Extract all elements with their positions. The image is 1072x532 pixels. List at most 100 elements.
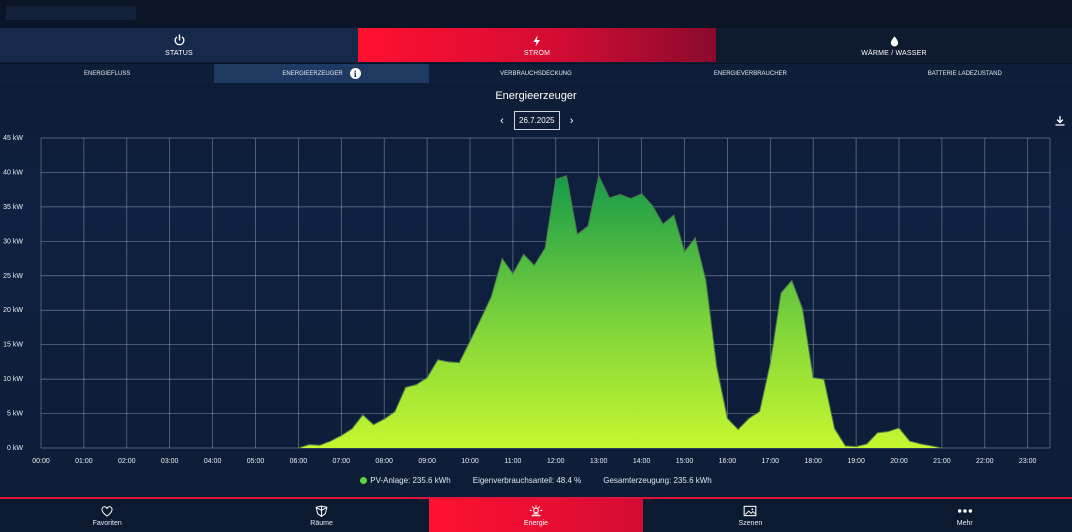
tab-status-label: STATUS — [165, 50, 193, 57]
pv-data-point — [608, 197, 611, 199]
nav-mehr[interactable]: Mehr — [858, 499, 1072, 532]
y-tick-label: 5 kW — [7, 411, 23, 418]
y-axis: 0 kW 5 kW 10 kW 15 kW 20 kW 25 kW 30 kW 35 kW 40… — [3, 135, 23, 452]
pv-data-point — [490, 295, 492, 297]
x-tick-label: 12:00 — [547, 458, 565, 465]
pv-data-point — [330, 440, 332, 442]
subtab-energiefluss-label: ENERGIEFLUSS — [84, 70, 131, 77]
nav-mehr-label: Mehr — [956, 520, 973, 527]
subtab-energieverbraucher[interactable]: ENERGIEVERBRAUCHER — [643, 64, 857, 83]
pv-data-point — [372, 424, 375, 426]
pv-data-point — [844, 445, 847, 447]
heart-icon — [101, 504, 113, 518]
pv-data-point — [919, 443, 922, 445]
pv-data-point — [823, 378, 825, 380]
chevron-right-icon[interactable]: › — [569, 114, 574, 127]
y-tick-label: 15 kW — [3, 342, 23, 349]
x-tick-label: 15:00 — [676, 458, 694, 465]
x-tick-label: 09:00 — [418, 458, 436, 465]
pv-data-point — [297, 447, 299, 449]
pv-data-point — [383, 418, 385, 420]
pv-data-point — [555, 178, 557, 180]
nav-szenen[interactable]: Szenen — [643, 499, 857, 532]
pv-data-point — [726, 417, 729, 419]
nav-energie[interactable]: Energie — [428, 499, 644, 532]
pv-data-point — [523, 253, 525, 255]
x-tick-label: 11:00 — [504, 458, 521, 465]
pv-data-point — [480, 318, 482, 320]
pv-data-point — [748, 417, 750, 419]
pv-data-point — [512, 273, 514, 275]
pv-data-point — [340, 435, 342, 437]
x-tick-label: 22:00 — [976, 458, 994, 465]
chart-series-layer — [297, 174, 943, 449]
top-status-strip — [0, 0, 1072, 28]
pv-data-point — [598, 175, 600, 177]
nav-raeume-label: Räume — [310, 520, 333, 527]
sub-tab-bar: ENERGIEFLUSS ENERGIEERZEUGER i VERBRAUCHS… — [0, 63, 1072, 83]
pv-data-point — [716, 366, 718, 368]
y-tick-label: 40 kW — [3, 169, 23, 176]
x-tick-label: 18:00 — [804, 458, 822, 465]
pv-data-point — [801, 308, 804, 310]
subtab-energieerzeuger[interactable]: ENERGIEERZEUGER i — [214, 64, 429, 83]
bolt-icon — [531, 33, 543, 48]
pv-data-point — [876, 432, 879, 434]
subtab-energiefluss[interactable]: ENERGIEFLUSS — [0, 64, 214, 83]
x-tick-label: 19:00 — [847, 458, 865, 465]
date-field[interactable]: 26.7.2025 — [514, 111, 560, 130]
pv-data-point — [673, 214, 675, 216]
chevron-left-icon[interactable]: ‹ — [500, 114, 504, 127]
date-navigator: ‹ 26.7.2025 › — [496, 111, 578, 130]
pv-data-point — [641, 193, 643, 195]
y-tick-label: 0 kW — [7, 445, 23, 452]
x-tick-label: 20:00 — [890, 458, 908, 465]
x-tick-label: 16:00 — [719, 458, 737, 465]
tab-strom-label: STROM — [523, 50, 551, 57]
legend-dot-icon — [360, 477, 368, 484]
legend-eigenverbrauch: Eigenverbrauchsanteil: 48.4 % — [472, 476, 582, 485]
pv-data-point — [619, 193, 621, 196]
nav-favoriten[interactable]: Favoriten — [0, 499, 214, 532]
nav-szenen-label: Szenen — [738, 520, 763, 527]
pv-data-point — [415, 384, 417, 386]
pv-data-point — [898, 427, 900, 429]
chart-legend: PV-Anlage: 235.6 kWh Eigenverbrauchsante… — [0, 476, 1072, 485]
pv-data-point — [780, 292, 782, 294]
energy-icon — [529, 504, 543, 518]
tab-waerme-wasser[interactable]: WÄRME / WASSER — [716, 28, 1072, 62]
pv-data-point — [448, 361, 450, 363]
y-tick-label: 20 kW — [3, 307, 23, 314]
x-tick-label: 01:00 — [75, 458, 93, 465]
x-tick-label: 06:00 — [290, 458, 308, 465]
pv-data-point — [866, 443, 868, 445]
pv-data-point — [737, 428, 739, 430]
x-tick-label: 17:00 — [762, 458, 780, 465]
pv-data-point — [458, 362, 460, 364]
pv-data-point — [683, 251, 686, 253]
pv-data-point — [705, 280, 707, 282]
y-tick-label: 10 kW — [3, 376, 23, 383]
subtab-batterie-ladezustand[interactable]: BATTERIE LADEZUSTAND — [858, 64, 1072, 83]
room-icon — [315, 504, 328, 518]
main-tab-bar: STATUS STROM WÄRME / WASSER — [0, 28, 1072, 62]
image-icon — [743, 504, 757, 518]
y-tick-label: 45 kW — [3, 135, 23, 142]
x-tick-label: 21:00 — [933, 458, 951, 465]
pv-data-point — [426, 377, 428, 379]
nav-raeume[interactable]: Räume — [214, 499, 428, 532]
legend-gesamterzeugung: Gesamterzeugung: 235.6 kWh — [603, 476, 712, 485]
pv-data-point — [576, 233, 578, 235]
pv-data-point — [941, 447, 943, 449]
pv-data-point — [791, 280, 793, 282]
tab-strom[interactable]: STROM — [358, 28, 716, 62]
info-icon[interactable]: i — [349, 68, 361, 79]
pv-data-point — [662, 223, 664, 225]
tab-status[interactable]: STATUS — [0, 28, 358, 62]
subtab-verbrauchsdeckung[interactable]: VERBRAUCHSDECKUNG — [429, 64, 643, 83]
x-tick-label: 23:00 — [1019, 458, 1037, 465]
pv-data-point — [533, 264, 535, 266]
x-tick-label: 04:00 — [204, 458, 222, 465]
pv-area — [298, 175, 942, 448]
download-icon[interactable] — [1054, 114, 1066, 126]
